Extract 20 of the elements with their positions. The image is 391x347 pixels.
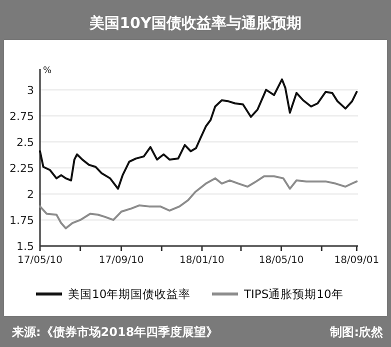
x-tick-label: 17/05/10 bbox=[18, 255, 62, 266]
source-note: 来源:《债券市场2018年四季度展望》 bbox=[11, 325, 218, 339]
legend-label: 美国10年期国债收益率 bbox=[68, 287, 191, 301]
y-tick-label: 1.5 bbox=[16, 240, 34, 253]
legend-label: TIPS通胀预期10年 bbox=[243, 287, 344, 301]
chart-title: 美国10Y国债收益率与通胀预期 bbox=[88, 14, 302, 32]
y-tick-label: 2.25 bbox=[10, 162, 34, 175]
line-series bbox=[39, 175, 358, 230]
y-axis-title: % bbox=[43, 66, 52, 76]
y-tick-label: 3 bbox=[27, 84, 34, 97]
x-tick-label: 18/09/01 bbox=[334, 255, 380, 266]
y-tick-label: 2.75 bbox=[10, 110, 34, 123]
line-series bbox=[39, 78, 358, 190]
y-tick-label: 2 bbox=[27, 188, 34, 201]
y-tick-label: 1.75 bbox=[10, 214, 34, 227]
text: 制图:欣然 bbox=[329, 325, 384, 339]
x-tick-label: 18/05/10 bbox=[258, 255, 304, 266]
x-tick-label: 18/01/10 bbox=[180, 255, 224, 266]
y-tick-label: 2.5 bbox=[16, 136, 34, 149]
x-tick-label: 17/09/10 bbox=[98, 255, 144, 266]
